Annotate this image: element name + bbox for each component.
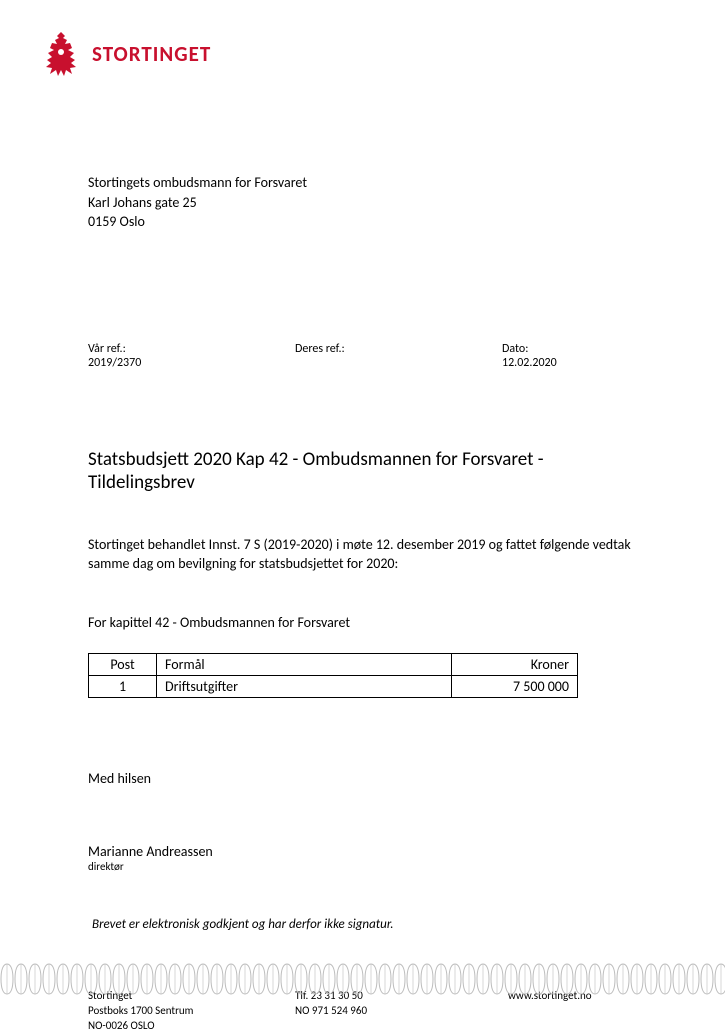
reference-row: Vår ref.: 2019/2370 Deres ref.: Dato: 12… <box>88 342 637 370</box>
date-value: 12.02.2020 <box>502 356 557 370</box>
footer-line: NO 971 524 960 <box>295 1003 508 1018</box>
col-kroner: Kroner <box>452 653 578 675</box>
signer-name: Marianne Andreassen <box>88 843 637 860</box>
section-label: For kapittel 42 - Ombudsmannen for Forsv… <box>88 614 637 631</box>
recipient-line: Stortingets ombudsmann for Forsvaret <box>88 173 637 193</box>
signer-title: direktør <box>88 860 637 873</box>
table-row: 1 Driftsutgifter 7 500 000 <box>89 675 578 697</box>
budget-table: Post Formål Kroner 1 Driftsutgifter 7 50… <box>88 653 578 698</box>
recipient-line: Karl Johans gate 25 <box>88 193 637 213</box>
body-paragraph: Stortinget behandlet Innst. 7 S (2019-20… <box>88 536 637 574</box>
our-ref-label: Vår ref.: <box>88 342 295 356</box>
your-ref-label: Deres ref.: <box>295 342 502 356</box>
lion-crest-icon <box>40 30 82 78</box>
footer-line: NO-0026 OSLO <box>88 1018 295 1033</box>
signature-note: Brevet er elektronisk godkjent og har de… <box>92 917 637 932</box>
logo: STORTINGET <box>40 30 685 78</box>
recipient-block: Stortingets ombudsmann for Forsvaret Kar… <box>88 173 637 232</box>
cell-kroner: 7 500 000 <box>452 675 578 697</box>
our-ref-value: 2019/2370 <box>88 356 295 370</box>
recipient-line: 0159 Oslo <box>88 212 637 232</box>
cell-post: 1 <box>89 675 157 697</box>
decorative-border-icon <box>0 962 725 996</box>
col-post: Post <box>89 653 157 675</box>
table-header-row: Post Formål Kroner <box>89 653 578 675</box>
closing: Med hilsen <box>88 770 637 787</box>
col-formal: Formål <box>157 653 452 675</box>
logo-text: STORTINGET <box>92 41 211 67</box>
cell-formal: Driftsutgifter <box>157 675 452 697</box>
date-label: Dato: <box>502 342 557 356</box>
document-title: Statsbudsjett 2020 Kap 42 - Ombudsmannen… <box>88 448 637 494</box>
footer-line: Postboks 1700 Sentrum <box>88 1003 295 1018</box>
